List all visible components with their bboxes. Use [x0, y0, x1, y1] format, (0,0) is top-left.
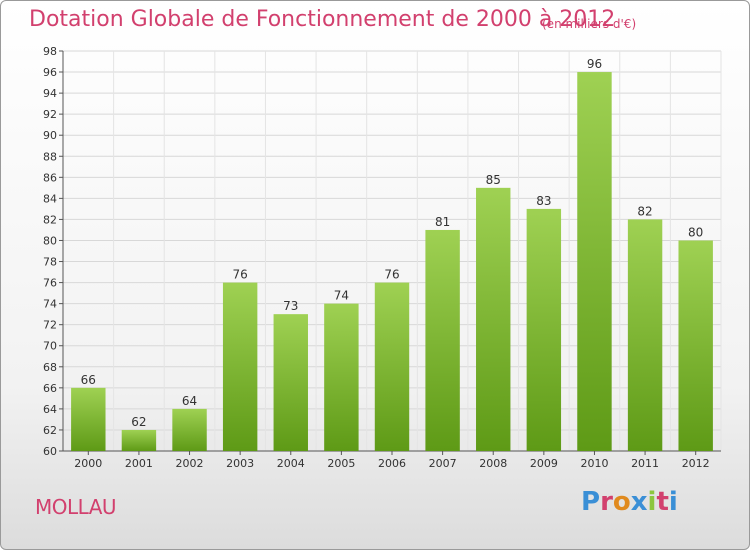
bar-2007	[425, 229, 460, 451]
y-tick-label: 70	[43, 340, 57, 353]
y-tick-label: 74	[43, 298, 57, 311]
y-tick-label: 66	[43, 382, 57, 395]
value-label-2004: 73	[283, 299, 298, 313]
logo-letter: i	[647, 487, 657, 517]
x-tick-label: 2006	[378, 457, 406, 470]
y-tick-label: 64	[43, 403, 57, 416]
y-tick-label: 94	[43, 87, 57, 100]
logo-letter: x	[630, 487, 648, 517]
y-tick-label: 72	[43, 319, 57, 332]
y-tick-label: 90	[43, 129, 57, 142]
x-tick-label: 2005	[327, 457, 355, 470]
value-label-2003: 76	[233, 268, 248, 282]
value-label-2009: 83	[536, 194, 551, 208]
y-tick-label: 86	[43, 171, 57, 184]
x-tick-label: 2009	[530, 457, 558, 470]
x-tick-label: 2002	[176, 457, 204, 470]
y-tick-label: 68	[43, 361, 57, 374]
chart-title: Dotation Globale de Fonctionnement de 20…	[29, 7, 616, 32]
value-label-2001: 62	[131, 415, 146, 429]
bar-2012	[678, 240, 713, 451]
y-tick-label: 60	[43, 445, 57, 458]
x-tick-label: 2007	[429, 457, 457, 470]
y-tick-label: 80	[43, 234, 57, 247]
value-label-2010: 96	[587, 57, 602, 71]
bar-2010	[577, 72, 612, 451]
x-tick-label: 2003	[226, 457, 254, 470]
value-label-2005: 74	[334, 289, 349, 303]
x-tick-label: 2010	[580, 457, 608, 470]
y-tick-label: 82	[43, 213, 57, 226]
y-tick-label: 76	[43, 277, 57, 290]
y-tick-labels: 60 62 64 66 68 70 72 74 76 78 80 82 84 86 88 90 92 94 96 98	[43, 45, 57, 458]
x-tick-label: 2008	[479, 457, 507, 470]
commune-name: MOLLAU	[35, 495, 117, 519]
bar-2002	[172, 408, 207, 451]
y-tick-label: 62	[43, 424, 57, 437]
proxiti-logo: Proxiti	[581, 487, 678, 517]
logo-letter: o	[612, 487, 631, 517]
x-tick-label: 2001	[125, 457, 153, 470]
bar-2008	[476, 187, 511, 451]
bar-2000	[71, 387, 106, 451]
value-label-2002: 64	[182, 394, 197, 408]
x-tick-label: 2012	[682, 457, 710, 470]
y-tick-label: 84	[43, 192, 57, 205]
value-label-2000: 66	[81, 373, 96, 387]
x-tick-label: 2004	[277, 457, 305, 470]
value-label-2007: 81	[435, 215, 450, 229]
logo-letter: t	[656, 487, 669, 517]
value-label-2006: 76	[384, 268, 399, 282]
x-tick-labels: 2000 2001 2002 2003 2004 2005 2006 2007 2008 2009…	[74, 457, 709, 470]
logo-letter: i	[668, 487, 678, 517]
bar-2001	[121, 429, 157, 451]
x-tick-label: 2011	[631, 457, 659, 470]
bar-2005	[324, 303, 359, 451]
value-label-2008: 85	[486, 173, 501, 187]
value-labels: 66 62 64 76 73 74 76 81 85 83 96 82 80	[81, 57, 704, 429]
bar-2003	[222, 282, 258, 451]
y-tick-label: 96	[43, 66, 57, 79]
y-tick-label: 98	[43, 45, 57, 58]
bar-2009	[526, 208, 562, 451]
logo-letter: r	[600, 487, 613, 517]
y-tick-label: 78	[43, 256, 57, 269]
y-tick-label: 88	[43, 150, 57, 163]
logo-letter: P	[581, 487, 601, 517]
bar-2004	[273, 314, 308, 451]
value-label-2011: 82	[637, 204, 652, 218]
x-tick-label: 2000	[74, 457, 102, 470]
y-tick-label: 92	[43, 108, 57, 121]
chart-subtitle: (en milliers d'€)	[542, 17, 637, 31]
bar-2006	[374, 282, 410, 451]
bars	[71, 72, 713, 451]
value-label-2012: 80	[688, 225, 703, 239]
bar-2011	[627, 219, 663, 451]
